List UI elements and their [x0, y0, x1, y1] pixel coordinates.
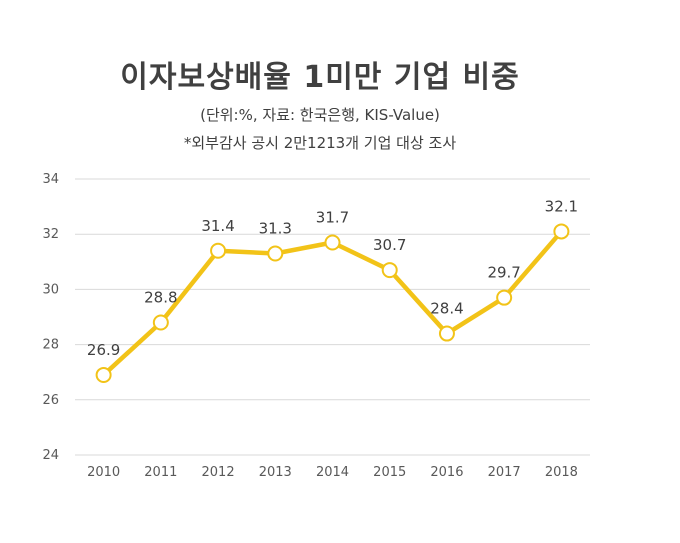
- data-label: 26.9: [87, 341, 120, 359]
- chart-title: 이자보상배율 1미만 기업 비중: [120, 60, 520, 95]
- data-point: [95, 366, 112, 383]
- y-tick-label: 24: [42, 448, 59, 463]
- data-point: [496, 289, 513, 306]
- data-point: [210, 242, 227, 259]
- y-tick-label: 32: [42, 227, 59, 242]
- y-tick-label: 30: [42, 282, 59, 297]
- data-label: 31.3: [259, 220, 292, 238]
- chart-note: *외부감사 공시 2만1213개 기업 대상 조사: [183, 134, 457, 152]
- data-point: [267, 245, 284, 262]
- data-label: 31.7: [316, 208, 349, 226]
- chart-subtitle: (단위:%, 자료: 한국은행, KIS-Value): [200, 106, 440, 124]
- y-tick-label: 26: [42, 393, 59, 408]
- data-label: 31.4: [201, 217, 234, 235]
- x-tick-label: 2014: [316, 465, 349, 480]
- y-tick-label: 34: [42, 172, 59, 187]
- data-point: [324, 234, 341, 251]
- data-point: [381, 262, 398, 279]
- x-tick-label: 2018: [545, 465, 578, 480]
- data-label: 30.7: [373, 236, 406, 254]
- x-tick-label: 2017: [488, 465, 521, 480]
- data-label: 32.1: [545, 197, 578, 215]
- x-tick-label: 2013: [259, 465, 292, 480]
- x-tick-label: 2016: [430, 465, 463, 480]
- data-label: 29.7: [487, 264, 520, 282]
- x-tick-label: 2012: [202, 465, 235, 480]
- data-label: 28.4: [430, 300, 463, 318]
- x-tick-label: 2011: [144, 465, 177, 480]
- x-tick-label: 2010: [87, 465, 120, 480]
- data-point: [553, 223, 570, 240]
- data-label: 28.8: [144, 289, 177, 307]
- data-point: [438, 325, 455, 342]
- y-tick-label: 28: [42, 338, 59, 353]
- x-tick-label: 2015: [373, 465, 406, 480]
- data-point: [152, 314, 169, 331]
